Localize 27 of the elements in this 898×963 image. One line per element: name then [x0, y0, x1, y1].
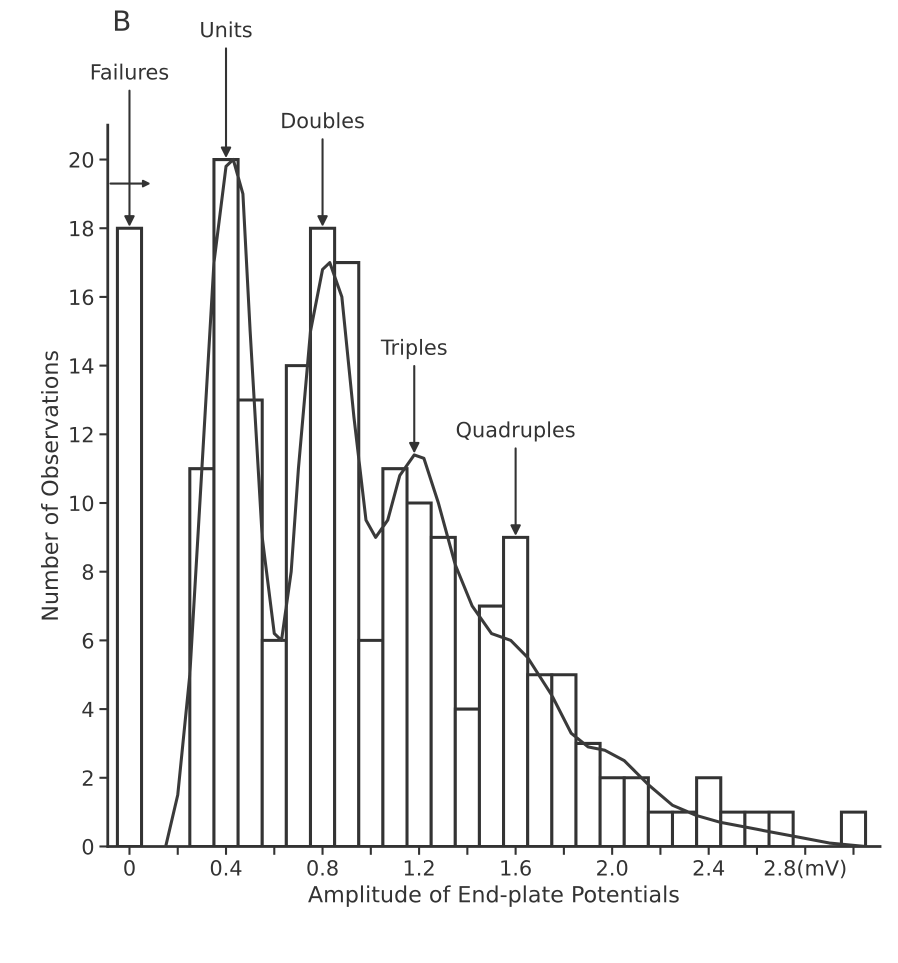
annotation: Triples — [380, 338, 447, 360]
x-axis-title: Amplitude of End-plate Potentials — [308, 885, 679, 907]
annotation: Failures — [92, 64, 168, 80]
annotation: Units — [201, 21, 252, 38]
x-tick-label: 1.2 — [404, 860, 434, 876]
y-tick-label: 18 — [70, 220, 94, 236]
text: B — [114, 10, 130, 31]
y-tick-label: 16 — [70, 289, 94, 306]
y-tick-label: 14 — [70, 358, 94, 374]
y-tick-label: 2 — [82, 770, 92, 786]
x-tick-label: 2.0 — [597, 860, 628, 876]
x-tick-label: 1.6 — [501, 860, 531, 876]
x-tick-label: 2.4 — [694, 860, 724, 876]
y-tick-label: 6 — [82, 632, 94, 649]
y-tick-label: 20 — [70, 152, 94, 168]
y-tick-label: 8 — [82, 564, 94, 580]
x-tick-label: 0.4 — [210, 860, 242, 876]
y-tick-label: 4 — [82, 702, 94, 718]
x-tick-label: 0 — [124, 860, 135, 876]
x-tick-label: 0.8 — [307, 860, 338, 876]
y-tick-label: 12 — [70, 426, 92, 442]
x-tick-label: 2.8(mV) — [764, 860, 846, 878]
y-axis-title: Number of Observations — [40, 351, 58, 620]
annotation: Doubles — [282, 112, 364, 128]
y-tick-label: 10 — [70, 495, 94, 512]
y-tick-label: 0 — [82, 838, 94, 855]
annotation: Quadruples — [456, 421, 575, 442]
